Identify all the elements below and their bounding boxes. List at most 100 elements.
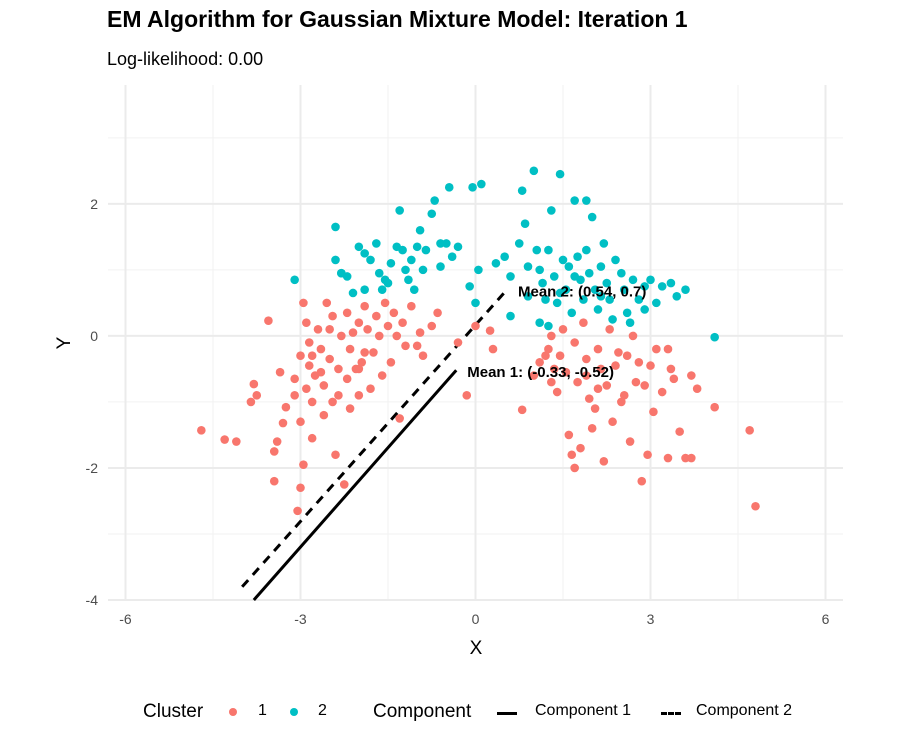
cluster-1-point [549, 364, 559, 374]
cluster-1-point [427, 321, 437, 331]
axis-ticks: -6 -3 0 3 6 -4 -2 0 2 [86, 196, 830, 627]
legend-component-1-line [497, 712, 517, 715]
cluster-1-point [348, 328, 358, 337]
scatter-plot: Mean 1: (-0.33, -0.52) Mean 2: (0.54, 0.7… [54, 85, 843, 659]
cluster-2-point [619, 285, 629, 294]
cluster-2-point [555, 288, 565, 298]
x-tick-label: -6 [119, 611, 132, 627]
legend-cluster-1-label: 1 [258, 702, 267, 719]
cluster-1-point [220, 435, 229, 444]
cluster-1-point [602, 381, 612, 390]
cluster-2-point [547, 206, 556, 215]
cluster-2-point [617, 268, 626, 278]
cluster-1-point [692, 384, 702, 394]
legend-cluster-title: Cluster [143, 701, 204, 722]
cluster-2-point [523, 262, 533, 271]
cluster-2-point [570, 196, 579, 205]
cluster-2-point [672, 291, 682, 301]
cluster-1-point [325, 354, 334, 364]
cluster-1-point [337, 331, 346, 341]
component-2-line [241, 288, 509, 588]
cluster-2-point [386, 258, 396, 268]
cluster-1-point [687, 371, 696, 380]
cluster-2-point [570, 272, 579, 281]
cluster-2-point [681, 285, 690, 294]
cluster-1-point [296, 483, 305, 493]
cluster-1-point [535, 358, 544, 367]
cluster-1-point [232, 437, 241, 446]
cluster-1-point [354, 364, 364, 374]
cluster-2-point [436, 262, 445, 271]
cluster-2-point [555, 169, 565, 179]
cluster-1-point [290, 374, 299, 384]
cluster-1-point [272, 437, 282, 446]
cluster-2-point [430, 196, 439, 205]
cluster-1-point [316, 367, 326, 377]
cluster-2-point [290, 275, 299, 285]
x-tick-label: 3 [647, 611, 655, 627]
cluster-1-point [331, 450, 340, 460]
chart-title: EM Algorithm for Gaussian Mixture Model:… [107, 6, 688, 32]
cluster-2-point [605, 295, 614, 304]
cluster-1-point [281, 402, 291, 412]
cluster-1-point [296, 417, 305, 427]
cluster-2-point [582, 196, 591, 205]
cluster-1-point [290, 391, 299, 400]
cluster-1-point [453, 338, 463, 347]
cluster-1-point [570, 338, 579, 347]
cluster-2-point [468, 183, 477, 192]
cluster-1-point [395, 414, 404, 423]
cluster-2-point [520, 219, 530, 228]
cluster-1-point [386, 358, 396, 367]
cluster-2-point [666, 278, 676, 288]
cluster-1-point [547, 377, 556, 387]
cluster-2-point [360, 285, 369, 294]
y-tick-label: 0 [90, 328, 98, 344]
cluster-1-point [657, 387, 667, 397]
data-points [197, 166, 760, 516]
cluster-2-point [398, 245, 407, 255]
x-tick-label: 6 [822, 611, 830, 627]
cluster-2-point [436, 239, 445, 248]
cluster-2-point [453, 242, 463, 252]
cluster-1-point [640, 381, 649, 390]
cluster-1-point [398, 318, 407, 327]
cluster-1-point [246, 397, 256, 407]
cluster-1-point [564, 430, 574, 440]
cluster-1-point [561, 367, 571, 377]
cluster-2-point [447, 252, 457, 261]
cluster-1-point [307, 433, 317, 443]
cluster-2-point [372, 239, 381, 248]
cluster-1-point [275, 367, 285, 377]
cluster-2-point [567, 308, 577, 318]
cluster-1-point [643, 450, 652, 460]
cluster-2-point [596, 291, 606, 301]
cluster-2-point [587, 212, 597, 222]
cluster-1-point [293, 506, 302, 516]
cluster-2-point [354, 242, 364, 252]
cluster-2-point [412, 242, 422, 252]
cluster-1-point [299, 460, 308, 469]
y-tick-label: -4 [86, 592, 99, 608]
cluster-1-point [570, 463, 579, 473]
cluster-2-point [544, 321, 553, 331]
cluster-1-point [354, 318, 364, 327]
cluster-1-point [637, 476, 647, 486]
cluster-1-point [334, 391, 343, 400]
cluster-1-point [462, 391, 472, 400]
x-tick-label: 0 [472, 611, 480, 627]
cluster-1-point [579, 318, 588, 327]
cluster-1-point [369, 348, 378, 357]
legend-cluster-1-dot [229, 708, 237, 716]
cluster-1-point [433, 308, 442, 318]
cluster-2-point [535, 265, 544, 275]
cluster-1-point [687, 453, 696, 463]
cluster-2-point [331, 255, 340, 265]
cluster-1-point [652, 344, 661, 354]
cluster-1-point [584, 394, 594, 403]
cluster-1-point [319, 410, 329, 420]
cluster-2-point [427, 209, 437, 219]
y-tick-label: -2 [86, 460, 99, 476]
y-axis-label: Y [54, 336, 75, 349]
cluster-1-point [252, 391, 262, 400]
